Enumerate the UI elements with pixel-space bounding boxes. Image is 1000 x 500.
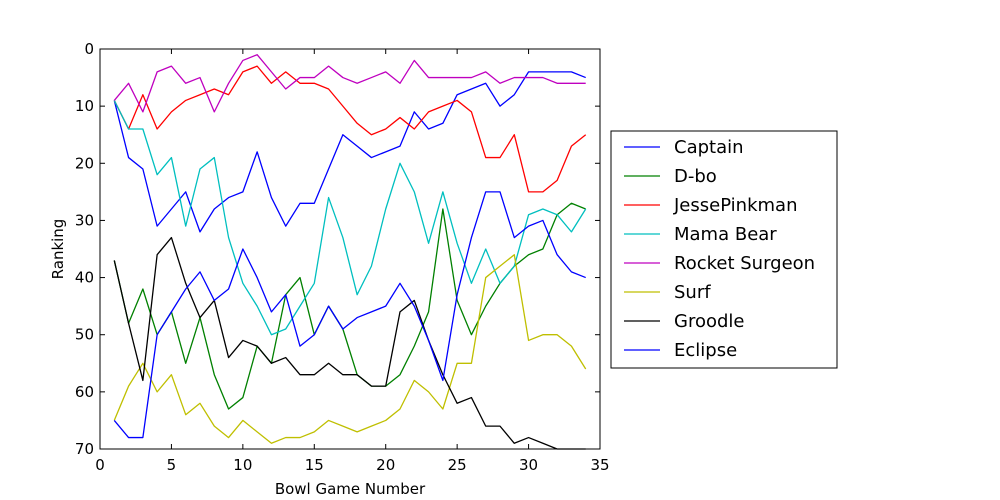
- x-tick-label: 10: [233, 456, 252, 474]
- series-line-d-bo: [113, 202, 586, 410]
- legend-box: [610, 130, 838, 369]
- series-line-groodle: [113, 236, 586, 450]
- legend-label: Mama Bear: [674, 224, 777, 245]
- series-line-eclipse: [113, 191, 586, 439]
- legend: Captain D-bo JessePinkman Mama Bear Rocket S…: [610, 130, 838, 369]
- legend-label: D-bo: [674, 166, 717, 187]
- y-tick-label: 0: [84, 40, 94, 58]
- y-tick-label: 20: [75, 154, 94, 172]
- x-tick-label: 30: [519, 456, 538, 474]
- series-line-surf: [113, 254, 587, 444]
- legend-label: Rocket Surgeon: [674, 253, 815, 274]
- legend-label: Eclipse: [674, 340, 737, 361]
- legend-items: Captain D-bo JessePinkman Mama Bear Rocket S…: [624, 137, 815, 361]
- y-tick-label: 40: [75, 269, 94, 287]
- series-line-rocket-surgeon: [113, 54, 586, 113]
- x-tick-label: 35: [590, 456, 609, 474]
- legend-label: JessePinkman: [673, 195, 797, 216]
- y-axis-label: Ranking: [49, 219, 67, 280]
- axis-ticks: 0 5 10 15 20 25 30 35 0 10 20 30 40 50 60 70: [75, 40, 610, 474]
- y-tick-label: 60: [75, 383, 94, 401]
- legend-label: Captain: [674, 137, 744, 158]
- plot-frame: [99, 48, 601, 450]
- x-tick-label: 25: [448, 456, 467, 474]
- y-tick-label: 10: [75, 97, 94, 115]
- series-line-mama-bear: [113, 100, 587, 336]
- x-axis-label: Bowl Game Number: [275, 480, 426, 498]
- series-line-jessepinkman: [113, 65, 587, 193]
- y-tick-label: 50: [75, 326, 94, 344]
- x-tick-label: 20: [376, 456, 395, 474]
- y-tick-label: 30: [75, 211, 94, 229]
- legend-label: Surf: [674, 282, 711, 303]
- plot-lines: [113, 54, 587, 450]
- x-tick-label: 0: [95, 456, 105, 474]
- y-tick-label: 70: [75, 440, 94, 458]
- x-tick-label: 15: [305, 456, 324, 474]
- series-line-captain: [113, 71, 586, 233]
- legend-label: Groodle: [674, 311, 744, 332]
- x-tick-label: 5: [167, 456, 177, 474]
